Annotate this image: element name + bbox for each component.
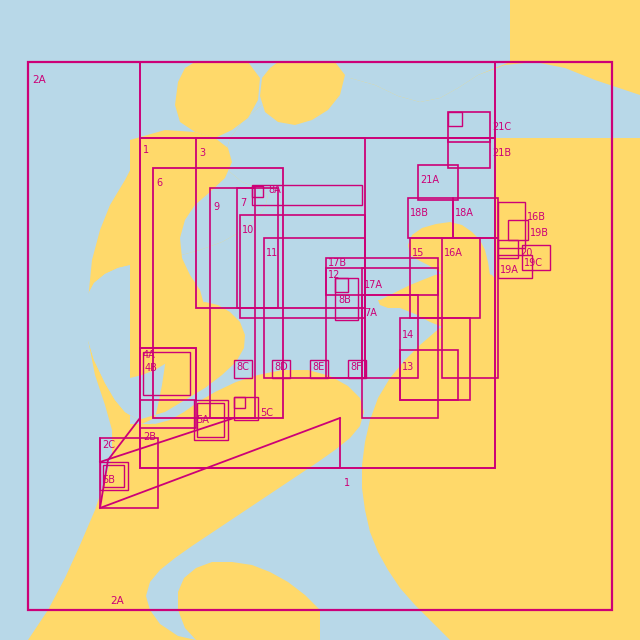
Polygon shape [378,270,502,330]
Text: 2A: 2A [110,596,124,606]
Bar [194,400,228,440]
Text: 19B: 19B [530,228,549,238]
Bar [237,188,278,308]
Text: 5B: 5B [102,475,115,485]
Bar [522,245,550,270]
Bar [272,360,290,378]
Polygon shape [130,130,232,378]
Bar [264,238,365,378]
Text: 18B: 18B [410,208,429,218]
Bar [448,112,462,126]
Text: 5A: 5A [196,415,209,425]
Text: 8C: 8C [236,362,249,372]
Bar [252,185,362,205]
Bar [326,268,365,378]
Text: 4B: 4B [145,363,158,373]
Bar [453,198,498,238]
Text: 7: 7 [240,198,246,208]
Bar [362,268,438,418]
Text: 17B: 17B [328,258,347,268]
Text: 17A: 17A [364,280,383,290]
Text: 19C: 19C [524,258,543,268]
Polygon shape [175,62,260,138]
Bar [196,138,365,308]
Text: 4A: 4A [143,350,156,360]
Bar [400,350,458,400]
Text: 19A: 19A [500,265,519,275]
Bar [103,465,124,487]
Text: 8A: 8A [268,185,281,195]
Bar [153,168,283,418]
Text: 8D: 8D [274,362,288,372]
Polygon shape [84,0,510,424]
Bar [442,238,498,378]
Polygon shape [178,562,320,640]
Text: 8F: 8F [350,362,362,372]
Text: 14: 14 [402,330,414,340]
Bar [335,278,348,292]
Text: 1: 1 [344,478,350,488]
Text: 21C: 21C [492,122,511,132]
Text: 16A: 16A [444,248,463,258]
Bar [140,348,196,428]
Text: 8E: 8E [312,362,324,372]
Text: 21A: 21A [420,175,439,185]
Polygon shape [0,0,155,640]
Bar [240,215,365,318]
Polygon shape [362,138,640,640]
Text: 12: 12 [328,270,340,280]
Bar [348,360,366,378]
Text: 15: 15 [412,248,424,258]
Text: 20: 20 [520,248,532,258]
Polygon shape [138,302,245,424]
Polygon shape [260,62,345,125]
Bar [400,318,470,400]
Text: 8B: 8B [338,295,351,305]
Text: 6: 6 [156,178,162,188]
Bar [252,186,263,197]
Bar [234,360,252,378]
Bar [410,238,480,318]
Text: 2B: 2B [143,432,156,442]
Text: 13: 13 [402,362,414,372]
Text: 10: 10 [242,225,254,235]
Bar [100,462,128,490]
Bar [234,397,258,420]
Bar [508,220,528,240]
Bar [408,198,453,238]
Text: 2C: 2C [102,440,115,450]
Bar [498,255,532,278]
Text: 21B: 21B [492,148,511,158]
Bar [418,165,458,200]
Text: 1: 1 [143,145,149,155]
Bar [234,397,245,408]
Text: 9: 9 [213,202,219,212]
Bar [210,188,255,418]
Bar [310,360,328,378]
Text: 16B: 16B [527,212,546,222]
Text: 11: 11 [266,248,278,258]
Polygon shape [548,560,640,640]
Bar [498,240,518,258]
Bar [143,352,190,395]
Text: 18A: 18A [455,208,474,218]
Bar [448,138,490,168]
Bar [28,62,612,610]
Bar [140,138,495,468]
Text: 7A: 7A [364,308,377,318]
Text: 2A: 2A [32,75,45,85]
Text: 3: 3 [199,148,205,158]
Text: 5C: 5C [260,408,273,418]
Bar [100,438,158,508]
Bar [335,278,358,320]
Bar [362,295,418,378]
Bar [326,258,438,295]
Bar [448,112,490,142]
Bar [140,348,196,400]
Bar [197,403,224,437]
Bar [498,202,525,248]
